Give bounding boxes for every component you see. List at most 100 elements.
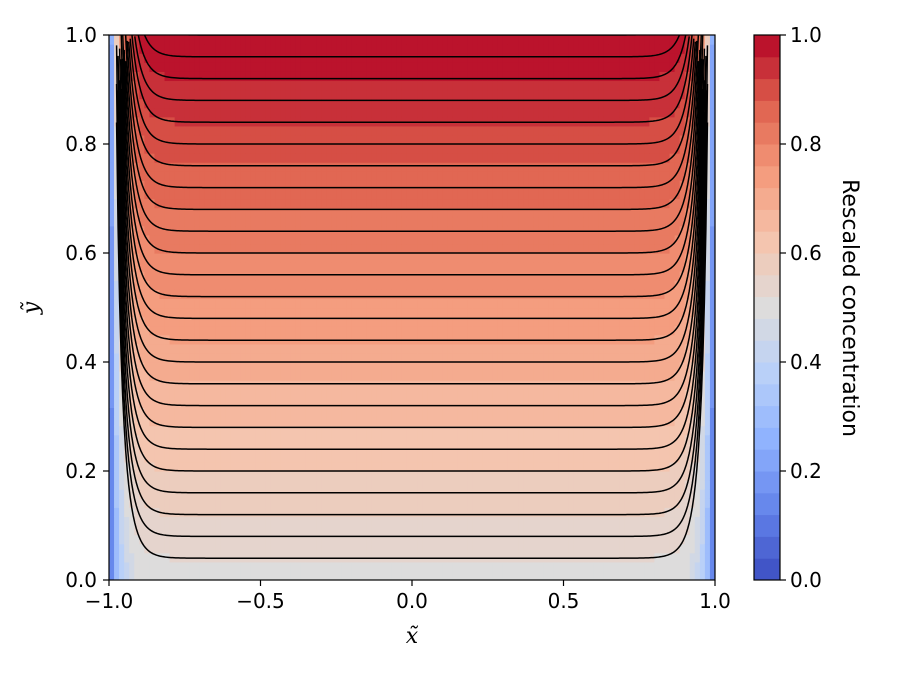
contour-fill-cell bbox=[184, 80, 191, 91]
contour-fill-cell bbox=[255, 189, 262, 200]
contour-fill-cell bbox=[295, 325, 302, 336]
contour-fill-cell bbox=[300, 371, 307, 381]
contour-fill-cell bbox=[386, 461, 393, 472]
contour-fill-cell bbox=[159, 134, 166, 145]
contour-fill-cell bbox=[391, 107, 398, 118]
contour-fill-cell bbox=[523, 98, 529, 109]
contour-fill-cell bbox=[523, 507, 529, 518]
contour-fill-cell bbox=[366, 480, 373, 490]
contour-fill-cell bbox=[184, 298, 191, 309]
contour-fill-cell bbox=[275, 62, 282, 72]
contour-fill-cell bbox=[472, 316, 479, 327]
contour-fill-cell bbox=[391, 343, 398, 354]
contour-fill-cell bbox=[280, 280, 287, 290]
contour-fill-cell bbox=[427, 125, 433, 136]
contour-fill-cell bbox=[336, 62, 342, 72]
contour-fill-cell bbox=[149, 507, 156, 518]
contour-fill-cell bbox=[194, 189, 201, 200]
contour-fill-cell bbox=[346, 352, 352, 363]
contour-fill-cell bbox=[467, 461, 474, 472]
contour-fill-cell bbox=[169, 207, 176, 218]
contour-fill-cell bbox=[270, 507, 277, 518]
contour-fill-cell bbox=[220, 316, 226, 327]
contour-fill-cell bbox=[199, 525, 206, 536]
contour-fill-cell bbox=[346, 216, 352, 227]
contour-fill-cell bbox=[361, 452, 368, 463]
contour-fill-cell bbox=[502, 162, 509, 172]
contour-fill-cell bbox=[184, 162, 191, 172]
contour-fill-cell bbox=[457, 534, 464, 545]
contour-fill-cell bbox=[204, 162, 211, 172]
contour-fill-cell bbox=[376, 180, 383, 191]
contour-fill-cell bbox=[447, 153, 453, 163]
contour-fill-cell bbox=[452, 44, 459, 54]
contour-fill-cell bbox=[336, 44, 342, 54]
contour-fill-cell bbox=[109, 107, 115, 118]
contour-fill-cell bbox=[225, 480, 231, 490]
contour-fill-cell bbox=[336, 362, 342, 372]
contour-fill-cell bbox=[482, 534, 489, 545]
contour-fill-cell bbox=[391, 480, 398, 490]
contour-fill-cell bbox=[260, 234, 267, 245]
contour-fill-cell bbox=[300, 498, 307, 508]
contour-fill-cell bbox=[356, 35, 363, 45]
contour-fill-cell bbox=[255, 171, 262, 181]
contour-fill-cell bbox=[472, 289, 479, 300]
contour-fill-cell bbox=[361, 525, 368, 536]
contour-fill-cell bbox=[507, 243, 514, 254]
contour-fill-cell bbox=[427, 180, 433, 191]
contour-fill-cell bbox=[376, 216, 383, 227]
contour-fill-cell bbox=[194, 543, 201, 554]
contour-fill-cell bbox=[492, 325, 499, 336]
contour-fill-cell bbox=[366, 352, 373, 363]
contour-fill-cell bbox=[326, 162, 332, 172]
contour-fill-cell bbox=[265, 534, 272, 545]
contour-fill-cell bbox=[210, 434, 216, 445]
contour-fill-cell bbox=[432, 407, 438, 418]
contour-fill-cell bbox=[331, 471, 337, 481]
contour-fill-cell bbox=[154, 534, 161, 545]
contour-fill-cell bbox=[417, 71, 423, 82]
contour-fill-cell bbox=[447, 489, 453, 499]
contour-fill-cell bbox=[225, 153, 231, 163]
contour-fill-cell bbox=[467, 271, 474, 281]
contour-fill-cell bbox=[361, 507, 368, 518]
contour-fill-cell bbox=[366, 280, 373, 290]
contour-fill-cell bbox=[321, 425, 327, 436]
contour-fill-cell bbox=[159, 407, 166, 418]
contour-fill-cell bbox=[285, 507, 292, 518]
contour-fill-cell bbox=[245, 389, 251, 399]
contour-fill-cell bbox=[285, 371, 292, 381]
contour-fill-cell bbox=[432, 234, 438, 245]
contour-fill-cell bbox=[507, 144, 514, 154]
contour-fill-cell bbox=[366, 289, 373, 300]
contour-fill-cell bbox=[452, 298, 459, 309]
contour-fill-cell bbox=[114, 289, 120, 300]
contour-fill-cell bbox=[351, 425, 358, 436]
contour-fill-cell bbox=[169, 498, 176, 508]
contour-fill-cell bbox=[467, 480, 474, 490]
contour-fill-cell bbox=[220, 380, 226, 390]
contour-fill-cell bbox=[351, 416, 358, 427]
contour-fill-cell bbox=[235, 271, 241, 281]
contour-fill-cell bbox=[194, 425, 201, 436]
contour-fill-cell bbox=[447, 289, 453, 300]
contour-fill-cell bbox=[361, 416, 368, 427]
contour-fill-cell bbox=[311, 525, 317, 536]
contour-fill-cell bbox=[331, 480, 337, 490]
contour-fill-cell bbox=[154, 425, 161, 436]
contour-fill-cell bbox=[472, 98, 479, 109]
contour-fill-cell bbox=[255, 62, 262, 72]
contour-fill-cell bbox=[144, 334, 150, 345]
contour-fill-cell bbox=[159, 207, 166, 218]
contour-fill-cell bbox=[442, 207, 448, 218]
contour-fill-cell bbox=[285, 425, 292, 436]
contour-fill-cell bbox=[144, 44, 150, 54]
contour-fill-cell bbox=[497, 389, 504, 399]
contour-fill-cell bbox=[230, 144, 236, 154]
contour-fill-cell bbox=[331, 380, 337, 390]
contour-fill-cell bbox=[412, 80, 418, 91]
contour-fill-cell bbox=[174, 280, 181, 290]
contour-fill-cell bbox=[311, 425, 317, 436]
contour-fill-cell bbox=[518, 53, 524, 63]
